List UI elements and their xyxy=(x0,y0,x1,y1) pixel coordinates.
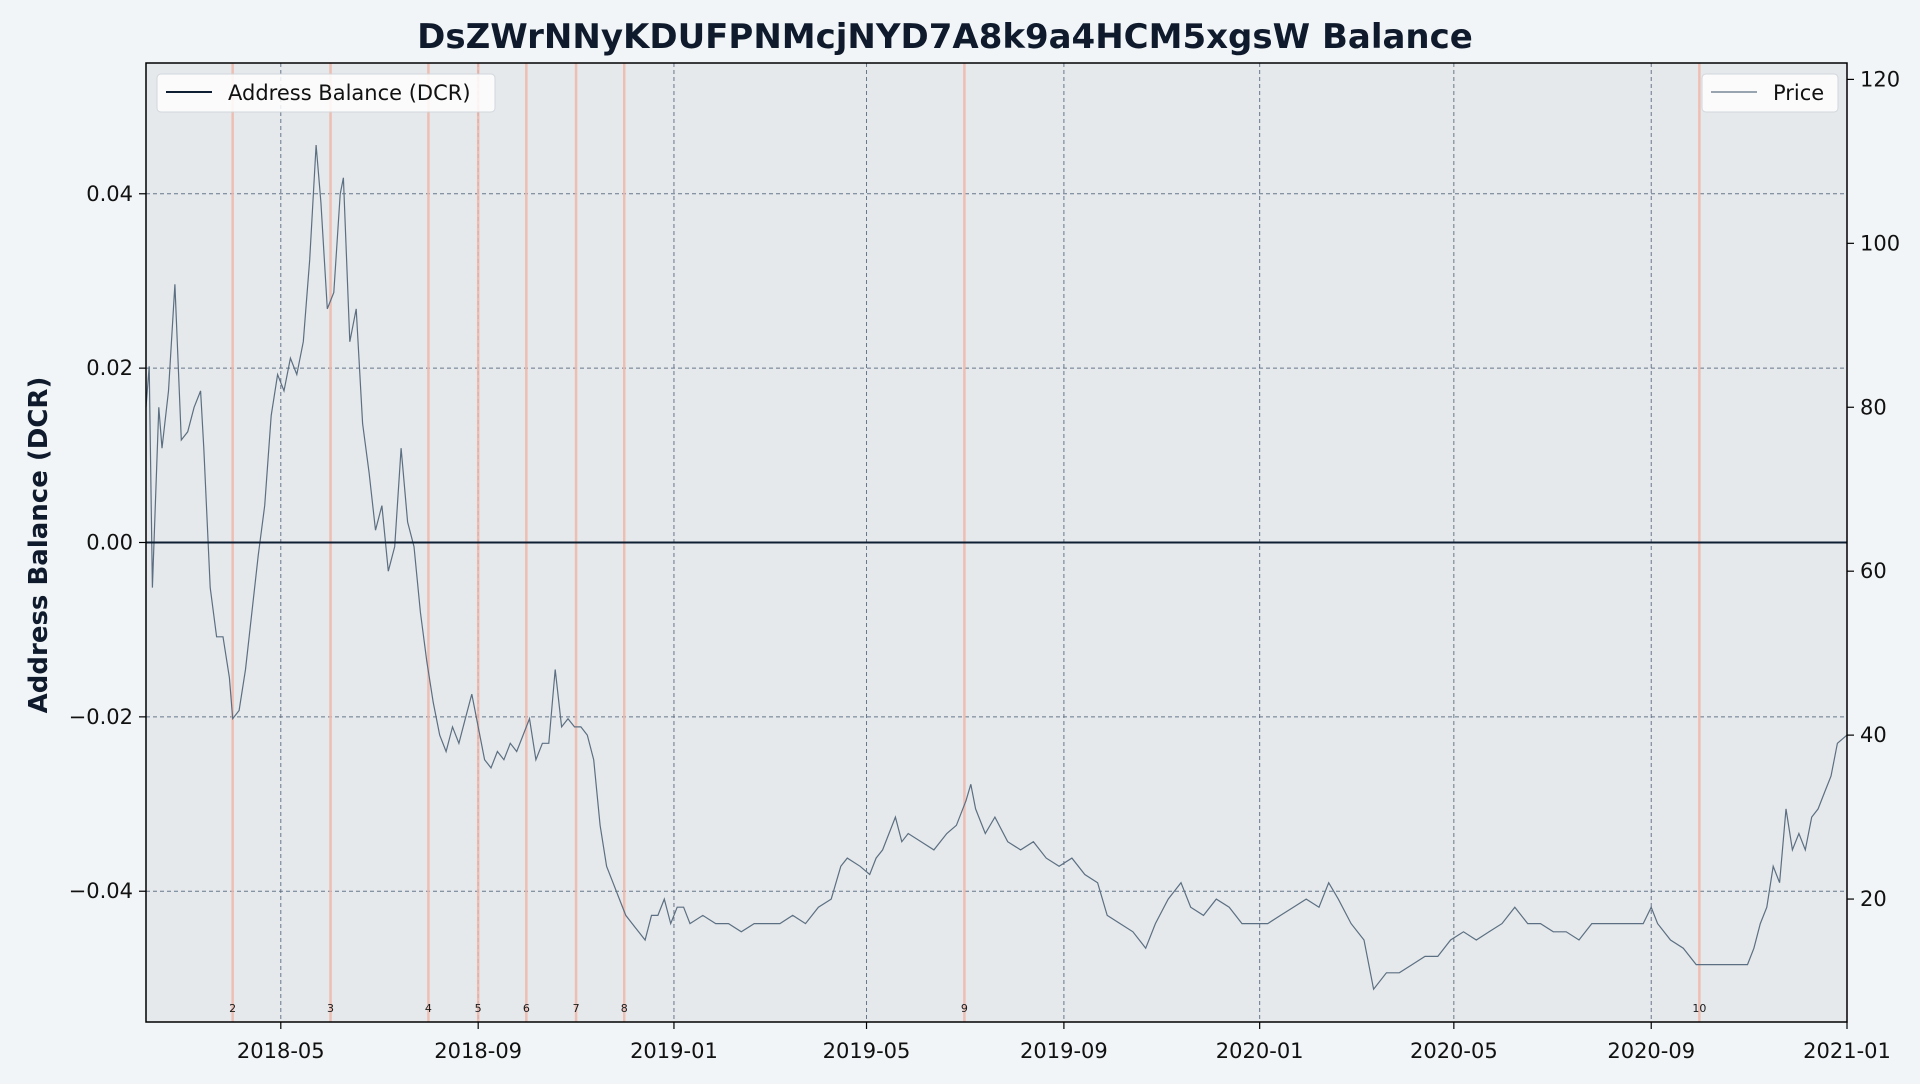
legend-balance-label: Address Balance (DCR) xyxy=(228,81,471,105)
x-tick-label: 2020-09 xyxy=(1607,1039,1695,1063)
event-marker-label: 2 xyxy=(229,1002,236,1015)
event-marker-label: 6 xyxy=(523,1002,530,1015)
y2-tick-label: 80 xyxy=(1860,395,1887,419)
y2-tick-label: 20 xyxy=(1860,887,1887,911)
event-marker-label: 9 xyxy=(961,1002,968,1015)
x-tick-label: 2019-05 xyxy=(823,1039,911,1063)
event-marker-label: 3 xyxy=(327,1002,334,1015)
y2-tick-label: 60 xyxy=(1860,559,1887,583)
event-marker-label: 8 xyxy=(621,1002,628,1015)
legend-price-label: Price xyxy=(1773,81,1824,105)
y-tick-label: 0.04 xyxy=(86,182,133,206)
x-tick-label: 2020-05 xyxy=(1410,1039,1498,1063)
price-series-line xyxy=(145,144,1848,991)
x-tick-label: 2021-01 xyxy=(1803,1039,1891,1063)
y2-tick-label: 120 xyxy=(1860,67,1900,91)
plot-area: 2 3 4 5 6 7 8 9 10 2018-05 2018-09 2019-01 2019-05 20… xyxy=(69,62,1900,1063)
y-tick-label: 0.00 xyxy=(86,531,133,555)
legend-price-box xyxy=(1701,73,1839,113)
x-tick-label: 2020-01 xyxy=(1216,1039,1304,1063)
x-tick-label: 2019-09 xyxy=(1020,1039,1108,1063)
y-tick-label: −0.02 xyxy=(69,705,133,729)
event-marker-label: 10 xyxy=(1692,1002,1706,1015)
legend-balance-box xyxy=(156,73,496,113)
x-tick-label: 2018-09 xyxy=(434,1039,522,1063)
x-tick-label: 2019-01 xyxy=(630,1039,718,1063)
y-tick-label: 0.02 xyxy=(86,356,133,380)
y2-tick-label: 100 xyxy=(1860,231,1900,255)
x-tick-label: 2018-05 xyxy=(237,1039,325,1063)
y-axis-label: Address Balance (DCR) xyxy=(24,377,54,714)
y2-tick-label: 40 xyxy=(1860,723,1887,747)
event-marker-label: 5 xyxy=(475,1002,482,1015)
event-marker-label: 4 xyxy=(425,1002,432,1015)
y-tick-label: −0.04 xyxy=(69,879,133,903)
event-marker-label: 7 xyxy=(573,1002,580,1015)
chart-title: DsZWrNNyKDUFPNMcjNYD7A8k9a4HCM5xgsW Bala… xyxy=(417,17,1473,57)
